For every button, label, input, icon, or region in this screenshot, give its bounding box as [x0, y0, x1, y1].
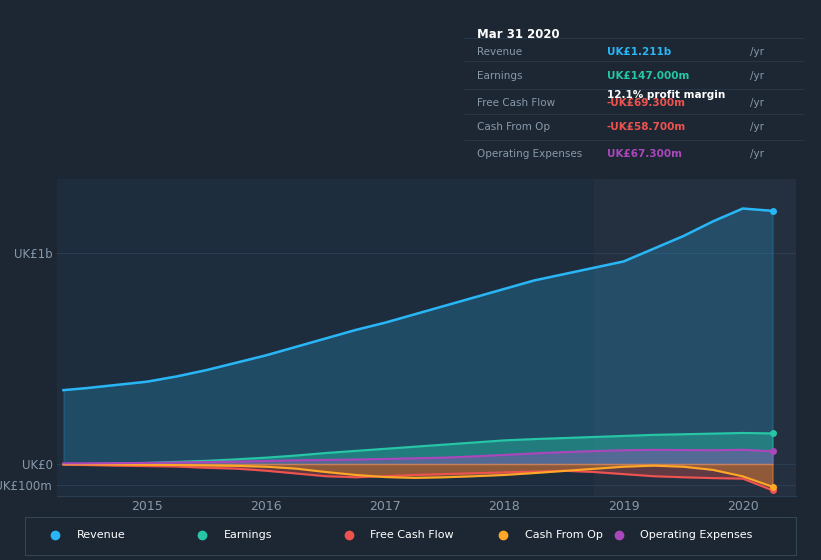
- Text: 12.1% profit margin: 12.1% profit margin: [607, 90, 725, 100]
- Text: Revenue: Revenue: [77, 530, 126, 540]
- Text: UK£1.211b: UK£1.211b: [607, 47, 672, 57]
- Text: Free Cash Flow: Free Cash Flow: [370, 530, 454, 540]
- Text: Mar 31 2020: Mar 31 2020: [478, 28, 560, 41]
- Text: /yr: /yr: [750, 122, 764, 132]
- Text: Earnings: Earnings: [478, 71, 523, 81]
- Text: /yr: /yr: [750, 149, 764, 159]
- Text: Free Cash Flow: Free Cash Flow: [478, 98, 556, 108]
- Bar: [594, 179, 821, 496]
- Text: -UK£69.300m: -UK£69.300m: [607, 98, 686, 108]
- Text: UK£147.000m: UK£147.000m: [607, 71, 690, 81]
- Text: -UK£58.700m: -UK£58.700m: [607, 122, 686, 132]
- Text: /yr: /yr: [750, 47, 764, 57]
- Text: UK£67.300m: UK£67.300m: [607, 149, 682, 159]
- Text: Revenue: Revenue: [478, 47, 523, 57]
- Text: Operating Expenses: Operating Expenses: [478, 149, 583, 159]
- Text: /yr: /yr: [750, 98, 764, 108]
- Text: /yr: /yr: [750, 71, 764, 81]
- Text: Operating Expenses: Operating Expenses: [640, 530, 753, 540]
- Text: Cash From Op: Cash From Op: [525, 530, 603, 540]
- Text: Cash From Op: Cash From Op: [478, 122, 551, 132]
- Text: Earnings: Earnings: [224, 530, 273, 540]
